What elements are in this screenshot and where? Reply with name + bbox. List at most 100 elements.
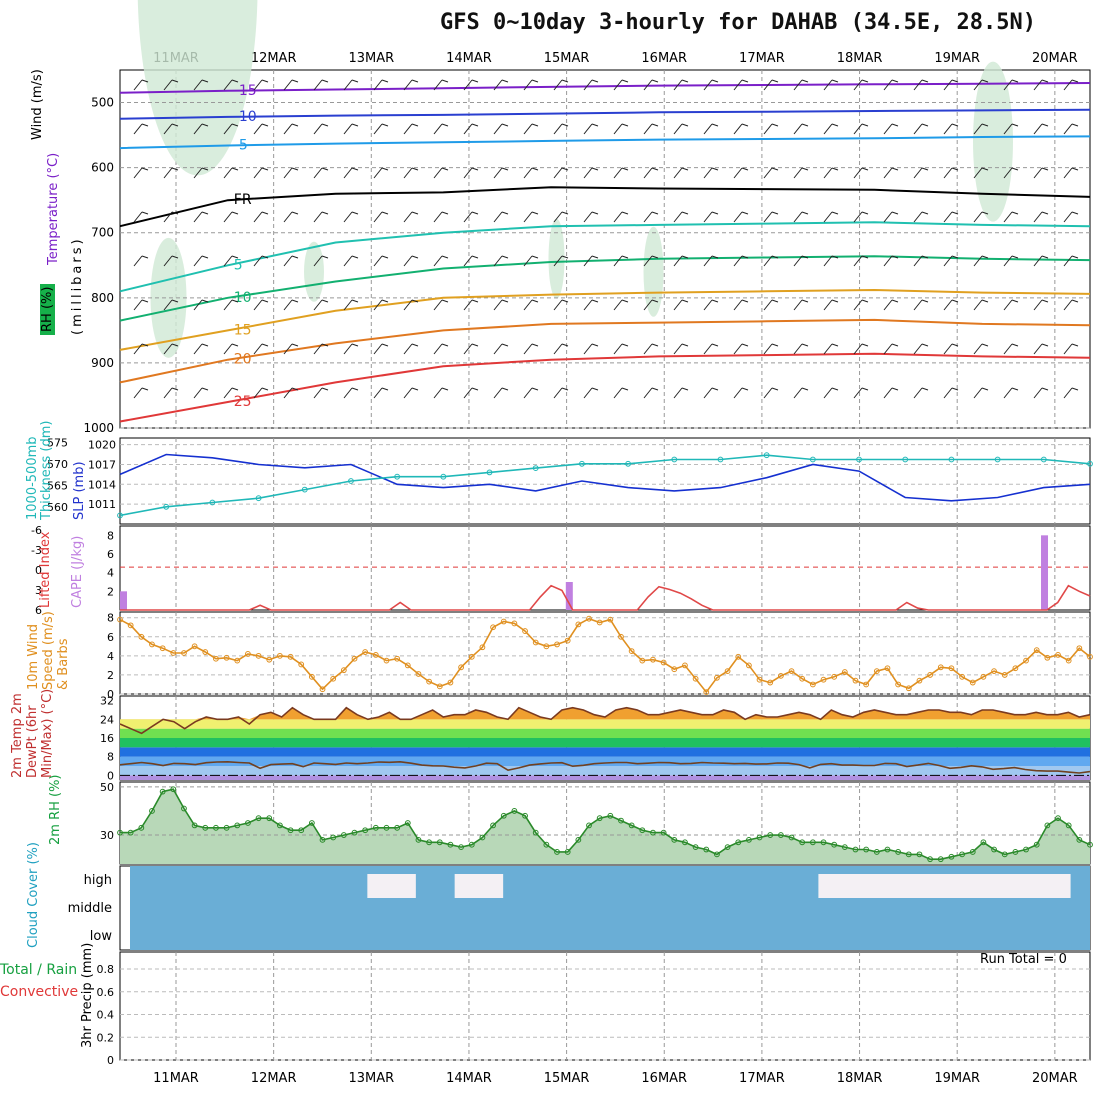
rh-shade-area [304, 241, 324, 302]
wind-barb-flag [801, 387, 809, 391]
wind-barb-flag [741, 255, 749, 259]
cape-bar [1041, 535, 1049, 610]
wind-barb [673, 211, 683, 223]
wind-barb-flag [861, 211, 869, 215]
wind-barb-flag [921, 211, 929, 215]
wind-barb [343, 79, 353, 91]
wind-barb-flag [231, 255, 239, 259]
wind-barb-flag [591, 299, 599, 303]
wind-barb [1003, 123, 1013, 135]
isotherm-label: 25 [234, 394, 252, 410]
wind-barb [523, 79, 533, 91]
wind-barb [493, 211, 503, 223]
wind-barb [673, 123, 683, 135]
wind-barb-flag [711, 299, 719, 303]
wind-barb [613, 167, 623, 179]
wind-barb-flag [351, 167, 359, 171]
rh-shade-area [137, 0, 258, 176]
wind-barb-flag [261, 79, 269, 83]
wind-barb [253, 211, 263, 223]
wind-barb [283, 255, 293, 267]
wind-barb [133, 299, 143, 311]
wind-barb [163, 79, 173, 91]
wind-barb [253, 123, 263, 135]
wind-barb-flag [771, 255, 779, 259]
wind-barb-flag [231, 167, 239, 171]
wind-speed-point [841, 669, 848, 675]
wind-barb-flag [531, 167, 539, 171]
wind-barb [583, 387, 593, 399]
rh2m-point [586, 822, 592, 829]
wind-barb-flag [741, 167, 749, 171]
wind-barb-flag [141, 123, 149, 127]
wind-barb-flag [681, 79, 689, 83]
wind-barb [583, 299, 593, 311]
panel-frame-wind [119, 611, 1091, 695]
wind-barb-flag [201, 343, 209, 347]
wind-barb-flag [741, 123, 749, 127]
wind-barb [133, 79, 143, 91]
wind-barb-flag [321, 255, 329, 259]
wind-barb [673, 343, 683, 355]
wind-barb [193, 167, 203, 179]
wind-barb-flag [291, 255, 299, 259]
wind-barb-flag [951, 255, 959, 259]
wind-speed-point [703, 689, 710, 695]
wind-barb [823, 79, 833, 91]
wind-barb [433, 211, 443, 223]
wind-barb [403, 387, 413, 399]
wind-speed-point [330, 675, 337, 682]
wind-barb-flag [201, 123, 209, 127]
wind-tick-label: 4 [107, 650, 114, 663]
wind-barb [463, 79, 473, 91]
slp-tick-label: 1017 [88, 458, 116, 471]
wind-barb [313, 255, 323, 267]
wind-barb-flag [231, 123, 239, 127]
precip-run-total: Run Total = 0 [980, 952, 1067, 967]
wind-barb [283, 343, 293, 355]
wind-barb [403, 79, 413, 91]
wind-barb [223, 123, 233, 135]
wind-barb [1063, 79, 1073, 91]
wind-barb-flag [831, 211, 839, 215]
wind-barb-flag [261, 167, 269, 171]
wind-barb-flag [261, 255, 269, 259]
thickness-tick-label: 575 [47, 436, 68, 449]
wind-barb-flag [921, 299, 929, 303]
wind-barb [733, 299, 743, 311]
wind-barb [913, 387, 923, 399]
wind-barb [703, 343, 713, 355]
wind-barb-flag [201, 255, 209, 259]
wind-barb-flag [351, 79, 359, 83]
high-cloud-block [367, 874, 416, 898]
wind-barb [673, 299, 683, 311]
wind-barb-flag [891, 299, 899, 303]
wind-barb [553, 123, 563, 135]
wind-barb-flag [891, 255, 899, 259]
wind-barb [703, 123, 713, 135]
wind-barb [703, 211, 713, 223]
wind-barb-flag [681, 299, 689, 303]
temp-band [120, 728, 1090, 738]
wind-barb-flag [951, 123, 959, 127]
wind-barb [703, 387, 713, 399]
wind-barb [763, 79, 773, 91]
wind-barb-flag [591, 343, 599, 347]
wind-barb-flag [141, 387, 149, 391]
wind-barb-flag [171, 387, 179, 391]
wind-barb [583, 255, 593, 267]
wind-barb [913, 343, 923, 355]
wind-barb-flag [651, 79, 659, 83]
wind-barb [913, 255, 923, 267]
wind-barb-flag [1071, 343, 1079, 347]
wind-barb-flag [381, 123, 389, 127]
wind-barb-flag [351, 211, 359, 215]
wind-barb [163, 255, 173, 267]
wind-barb-flag [651, 211, 659, 215]
wind-barb [463, 167, 473, 179]
li-tick-label: 0 [35, 564, 42, 577]
wind-barb-flag [201, 299, 209, 303]
wind-barb [823, 255, 833, 267]
wind-barb [913, 211, 923, 223]
wind-barb [343, 211, 353, 223]
